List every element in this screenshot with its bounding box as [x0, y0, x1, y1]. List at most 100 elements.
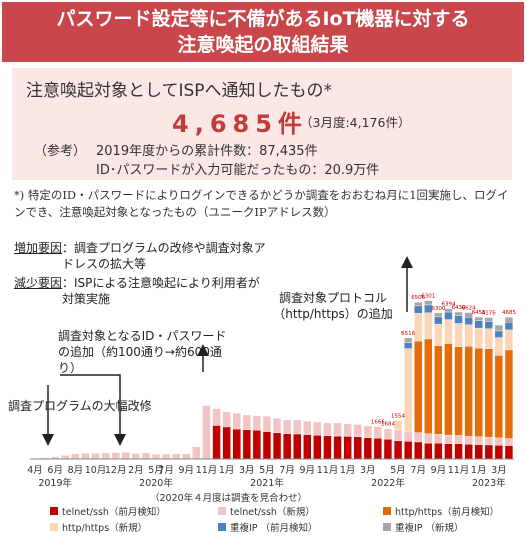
- bar-segment: [494, 437, 503, 446]
- bar-segment: [404, 342, 413, 349]
- bar-segment: [232, 412, 241, 430]
- annotation-arrows: [42, 256, 413, 446]
- bar-segment: [393, 420, 403, 430]
- bar-segment: [333, 422, 342, 437]
- legend-swatch: [383, 507, 391, 515]
- bar-segment: [293, 433, 302, 460]
- decrease-label: 減少要因: [14, 276, 63, 290]
- bar-segment: [474, 320, 483, 329]
- bar-segment: [404, 441, 413, 460]
- x-tick-label: 3月: [491, 465, 507, 476]
- bar-segment: [161, 453, 171, 460]
- bar-segment: [252, 415, 261, 431]
- x-tick-label: 11月: [196, 465, 218, 476]
- x-tick-label: 1月: [219, 465, 235, 476]
- reference-cumulative: 2019年度からの累計件数：87,435件: [96, 144, 318, 159]
- bar-segment: [454, 435, 463, 445]
- bar-segment: [484, 437, 493, 446]
- x-tick-label: 11月: [448, 465, 470, 476]
- bar-segment: [444, 311, 453, 320]
- x-tick-label: 3月: [239, 465, 255, 476]
- bar-segment: [464, 324, 473, 347]
- increase-annotation: 増加要因：調査プログラムの改修や調査対象アドレスの拡大等: [14, 240, 277, 272]
- bar-segment: [192, 446, 201, 460]
- year-label: 2022年: [371, 477, 405, 489]
- bar-segment: [484, 348, 493, 438]
- bar-segment: [474, 436, 483, 445]
- bar-segment: [434, 312, 443, 318]
- bar-segment: [101, 452, 110, 460]
- x-tick-label: 9月: [179, 465, 195, 476]
- x-tick-label: 12月: [105, 465, 127, 476]
- bar-segment: [484, 321, 493, 329]
- total-label: 6624: [462, 306, 476, 312]
- bar-segment: [373, 438, 382, 460]
- total-label: 6394: [442, 302, 456, 308]
- bar-segment: [323, 422, 332, 436]
- bar-segment: [343, 423, 352, 437]
- bar-segment: [61, 455, 70, 460]
- bar-segment: [504, 438, 514, 446]
- total-label: 1665: [371, 420, 385, 426]
- title-banner: パスワード設定等に不備があるIoT機器に対する 注意喚起の取組結果: [2, 2, 524, 62]
- bar-segment: [454, 443, 463, 460]
- bar-segment: [504, 329, 514, 351]
- bar-segment: [444, 343, 453, 436]
- footnote: *) 特定のID・パスワードによりログインできるかどうか調査をおおむね月に1回実…: [14, 188, 509, 219]
- bar-segment: [121, 452, 131, 460]
- legend-swatch: [218, 507, 226, 515]
- bar-segment: [283, 433, 292, 460]
- program-annotation: 調査プログラムの大幅改修: [8, 399, 152, 413]
- bar-segment: [484, 444, 493, 460]
- x-tick-label: 3月: [360, 465, 376, 476]
- total-label: 6455: [472, 310, 486, 316]
- bar-segment: [393, 440, 403, 460]
- bar-segment: [252, 430, 261, 460]
- bar-segment: [404, 337, 413, 343]
- x-tick-label: 1月: [340, 465, 356, 476]
- bar-segment: [474, 328, 483, 349]
- bar-segment: [484, 317, 493, 322]
- bar-segment: [141, 452, 151, 460]
- total-label: 4685: [502, 310, 516, 316]
- summary-box: 注意喚起対象としてISPへ通知したもの* 4,685件 （3月度:4,176件）…: [12, 68, 512, 180]
- x-tick-label: 8月: [68, 465, 84, 476]
- total-label: 4176: [482, 311, 496, 317]
- bar-segment: [404, 431, 413, 442]
- summary-heading: 注意喚起対象としてISPへ通知したもの*: [26, 81, 333, 101]
- year-label: 2020年: [139, 477, 173, 489]
- bar-segment: [363, 425, 372, 438]
- bar-segment: [494, 324, 503, 332]
- legend-swatch: [218, 523, 226, 531]
- bar-segment: [424, 442, 433, 460]
- total-label: 6301: [421, 294, 435, 300]
- bar-segment: [131, 453, 140, 460]
- increase-label: 増加要因: [14, 241, 63, 255]
- bar-segment: [313, 421, 322, 436]
- total-label: 6516: [401, 331, 415, 337]
- bar-segment: [91, 453, 100, 460]
- bar-segment: [172, 453, 181, 460]
- bar-segment: [494, 330, 503, 338]
- decrease-text: ：ISPによる注意喚起により利用者が対策実施: [62, 276, 260, 306]
- title-line-2: 注意喚起の取組結果: [177, 34, 349, 56]
- legend-telnet-known: telnet/ssh（前月検知）: [50, 504, 166, 518]
- survey-note: （2020年４月度は調査を見合わせ）: [150, 493, 308, 504]
- bar-segment: [323, 435, 332, 460]
- bar-segment: [474, 316, 483, 322]
- bar-segment: [262, 416, 272, 432]
- bar-segment: [373, 426, 382, 439]
- bar-segment: [444, 435, 453, 445]
- protocol-annotation: 調査対象プロトコル（http/https）の追加: [273, 291, 393, 321]
- bar-segment: [212, 425, 221, 460]
- bar-segment: [494, 337, 503, 356]
- bar-segment: [232, 428, 241, 460]
- bar-segment: [222, 411, 231, 428]
- bar-segment: [313, 435, 322, 460]
- bar-segment: [222, 426, 231, 460]
- x-tick-label: 7月: [158, 465, 174, 476]
- bar-segment: [434, 316, 443, 325]
- bar-segment: [434, 345, 443, 435]
- bar-segment: [212, 408, 221, 426]
